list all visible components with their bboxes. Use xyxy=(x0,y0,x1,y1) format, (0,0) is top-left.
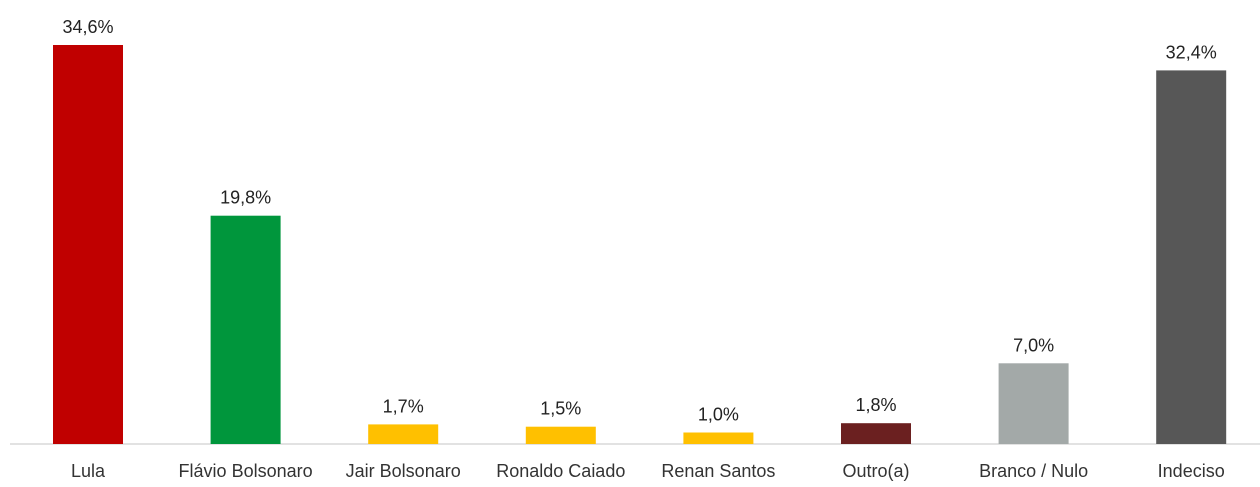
bar-3 xyxy=(525,426,596,444)
data-label-5: 1,8% xyxy=(855,395,896,415)
data-label-1: 19,8% xyxy=(220,188,271,208)
data-label-group: 34,6% 19,8% 1,7% 1,5% 1,0% 1,8% 7,0% 32,4% xyxy=(62,17,1216,425)
category-label-4: Renan Santos xyxy=(661,461,775,481)
bar-7 xyxy=(1156,70,1227,445)
category-label-5: Outro(a) xyxy=(842,461,909,481)
bar-5 xyxy=(841,423,911,444)
bar-group xyxy=(53,45,1227,445)
bar-1 xyxy=(210,215,281,444)
bar-4 xyxy=(683,432,754,444)
bar-6 xyxy=(998,363,1069,444)
data-label-6: 7,0% xyxy=(1013,335,1054,355)
category-label-group: Lula Flávio Bolsonaro Jair Bolsonaro Ronald… xyxy=(71,461,1225,481)
data-label-7: 32,4% xyxy=(1166,42,1217,62)
category-label-3: Ronaldo Caiado xyxy=(496,461,625,481)
category-label-7: Indeciso xyxy=(1158,461,1225,481)
category-label-2: Jair Bolsonaro xyxy=(346,461,461,481)
bar-2 xyxy=(368,424,439,444)
category-label-6: Branco / Nulo xyxy=(979,461,1088,481)
data-label-3: 1,5% xyxy=(540,399,581,419)
data-label-2: 1,7% xyxy=(383,396,424,416)
data-label-0: 34,6% xyxy=(62,17,113,37)
data-label-4: 1,0% xyxy=(698,405,739,425)
bar-0 xyxy=(53,45,123,444)
category-label-0: Lula xyxy=(71,461,106,481)
category-label-1: Flávio Bolsonaro xyxy=(179,461,313,481)
